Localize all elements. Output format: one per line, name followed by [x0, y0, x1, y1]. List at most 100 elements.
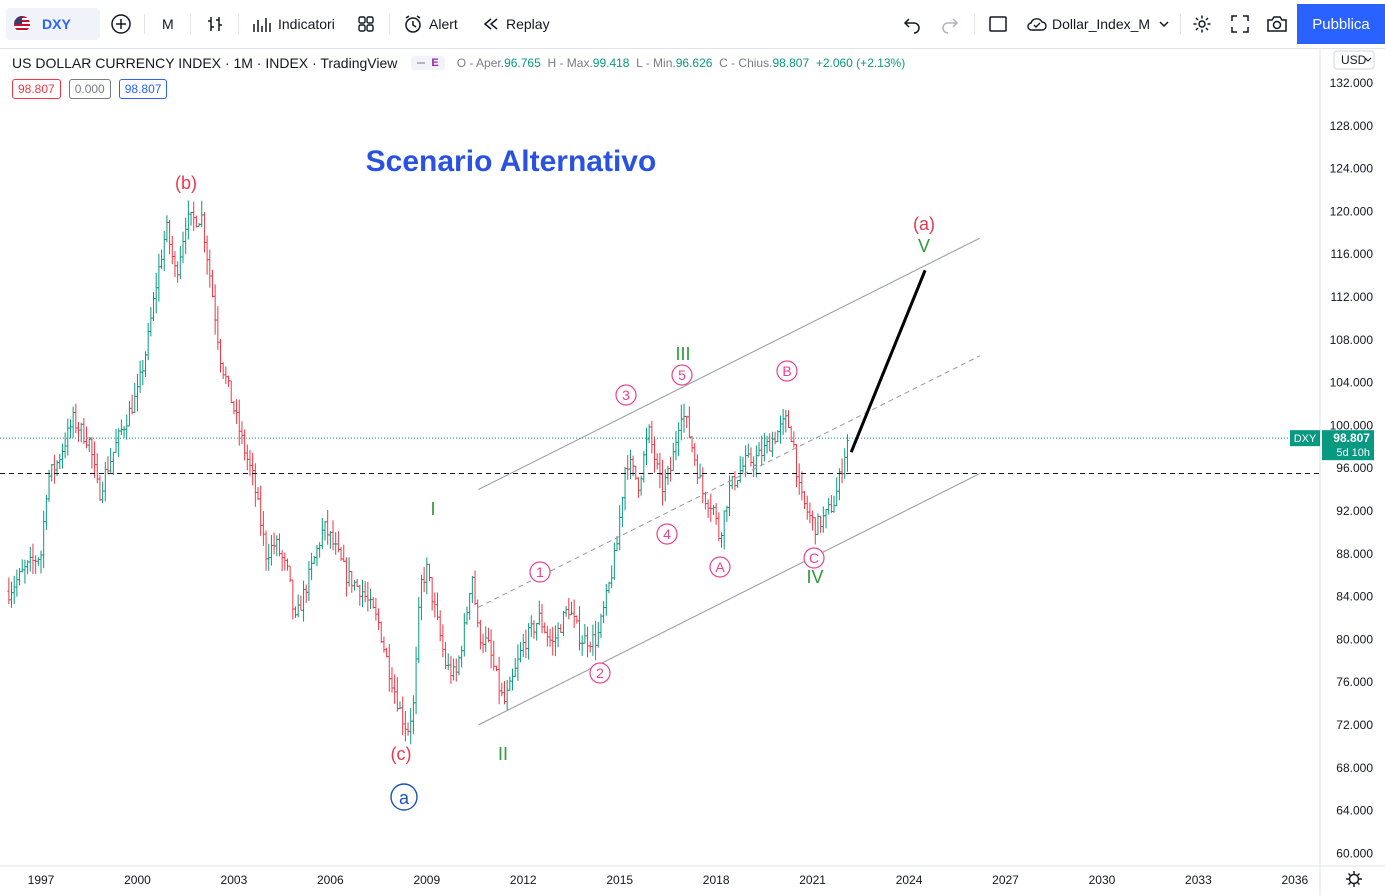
divider — [144, 14, 145, 34]
rewind-icon — [483, 18, 498, 30]
wave-circle — [671, 364, 693, 386]
camera-icon — [1267, 16, 1287, 32]
square-icon — [989, 16, 1007, 32]
compare-button[interactable] — [110, 10, 132, 38]
settings-button[interactable] — [1192, 10, 1212, 38]
price-tick-label: 64.000 — [1336, 804, 1373, 818]
cloud-check-icon — [1027, 18, 1047, 31]
change-value: +2.060 (+2.13%) — [815, 56, 906, 70]
replay-button[interactable]: Replay — [482, 10, 550, 38]
time-axis: 1997 2000 2003 2006 2009 2012 2015 2018 2021 2024… — [28, 871, 1362, 887]
price-tick-label: 88.000 — [1336, 547, 1373, 561]
wave-circle-a: a — [390, 783, 418, 811]
divider — [238, 14, 239, 34]
axis-settings-button[interactable] — [1346, 871, 1362, 887]
projection-line[interactable] — [849, 269, 927, 453]
symbol-search[interactable]: DXY — [6, 8, 100, 40]
symbol-title[interactable]: US DOLLAR CURRENCY INDEX · 1M · INDEX · … — [12, 55, 398, 71]
indicators-button[interactable]: Indicatori — [252, 10, 335, 38]
wave-label: 5 — [678, 367, 686, 383]
alert-button[interactable]: Alert — [403, 10, 458, 38]
undo-button[interactable] — [902, 10, 922, 38]
currency-selector[interactable]: USD — [1333, 50, 1375, 70]
channel-line[interactable] — [478, 237, 981, 491]
time-tick-label: 2006 — [317, 873, 344, 887]
plus-circle-icon — [111, 14, 131, 34]
redo-button[interactable] — [940, 10, 960, 38]
exchange-badge[interactable]: E — [411, 56, 445, 70]
channel-line[interactable] — [478, 473, 981, 726]
wave-label-b: (b) — [175, 173, 197, 193]
price-tick-label: 100.000 — [1330, 418, 1374, 432]
price-tick-label: 124.000 — [1330, 162, 1374, 176]
top-toolbar: DXY M Indicatori Alert Replay Dollar_Ind… — [0, 0, 1385, 49]
wave-label: 4 — [663, 526, 671, 542]
time-tick-label: 2036 — [1281, 873, 1308, 887]
interval-button[interactable]: M — [162, 10, 174, 38]
price-bar — [845, 434, 849, 472]
bars-icon — [208, 17, 222, 31]
wave-label-I: I — [430, 499, 435, 519]
publish-label: Pubblica — [1312, 15, 1370, 33]
wave-label: 1 — [536, 564, 544, 580]
high-label: H - Max. — [547, 56, 593, 70]
chart-legend: US DOLLAR CURRENCY INDEX · 1M · INDEX · … — [12, 52, 905, 74]
sell-button[interactable]: 98.807 — [12, 79, 61, 99]
wave-circle — [656, 523, 678, 545]
time-tick-label: 2003 — [221, 873, 248, 887]
time-tick-label: 2015 — [606, 873, 633, 887]
symbol-tag-label: DXY — [1294, 433, 1317, 445]
close-label: C - Chius. — [719, 56, 773, 70]
price-series — [7, 200, 849, 745]
save-layout-button[interactable]: Dollar_Index_M — [1026, 10, 1170, 38]
time-tick-label: 2027 — [992, 873, 1019, 887]
price-tick-label: 112.000 — [1331, 290, 1374, 304]
price-tick-label: 76.000 — [1336, 675, 1373, 689]
chart-type-button[interactable] — [206, 10, 224, 38]
wave-circle — [776, 360, 798, 382]
low-label: L - Min. — [636, 56, 676, 70]
alert-label: Alert — [429, 16, 458, 32]
fullscreen-button[interactable] — [1230, 10, 1250, 38]
alarm-clock-icon — [405, 15, 421, 33]
layout-button[interactable] — [988, 10, 1008, 38]
trade-buttons: 98.807 0.000 98.807 — [12, 79, 168, 99]
wave-label: B — [782, 363, 791, 379]
symbol-label: DXY — [42, 16, 71, 32]
snapshot-button[interactable] — [1266, 10, 1288, 38]
chevron-down-icon — [1159, 21, 1169, 28]
wave-circle-5: 5 — [671, 364, 693, 386]
divider — [1180, 14, 1181, 34]
last-price-label: 98.807 — [1333, 431, 1370, 445]
time-tick-label: 1997 — [28, 873, 55, 887]
wave-label-IV: IV — [806, 567, 823, 587]
wave-circle-C: C — [803, 547, 825, 569]
price-tick-label: 96.000 — [1336, 461, 1373, 475]
symbol-tag — [1290, 430, 1320, 447]
publish-button[interactable]: Pubblica — [1297, 4, 1385, 44]
wave-circle-A: A — [709, 556, 731, 578]
wave-label-III: III — [675, 344, 690, 364]
price-tick-label: 104.000 — [1330, 376, 1374, 390]
wave-label: C — [809, 550, 819, 566]
wave-circle-4: 4 — [656, 523, 678, 545]
countdown-label: 5d 10h — [1336, 447, 1370, 459]
time-tick-label: 2012 — [510, 873, 537, 887]
divider — [974, 14, 975, 34]
buy-button[interactable]: 98.807 — [118, 79, 168, 99]
currency-box — [1333, 50, 1375, 70]
price-tick-label: 84.000 — [1336, 590, 1373, 604]
wave-circle-B: B — [776, 360, 798, 382]
replay-label: Replay — [506, 16, 550, 32]
grid-icon — [358, 16, 374, 32]
ohlc-values: O - Aper.96.765 H - Max.99.418 L - Min.9… — [457, 56, 906, 70]
fullscreen-icon — [1231, 15, 1249, 33]
open-label: O - Aper. — [456, 56, 505, 70]
scenario-title[interactable]: Scenario Alternativo — [366, 145, 657, 178]
dash-icon — [417, 62, 426, 65]
wave-label-II: II — [498, 744, 508, 764]
channel-midline[interactable] — [478, 355, 981, 608]
price-tick-label: 80.000 — [1336, 632, 1373, 646]
templates-button[interactable] — [356, 10, 376, 38]
